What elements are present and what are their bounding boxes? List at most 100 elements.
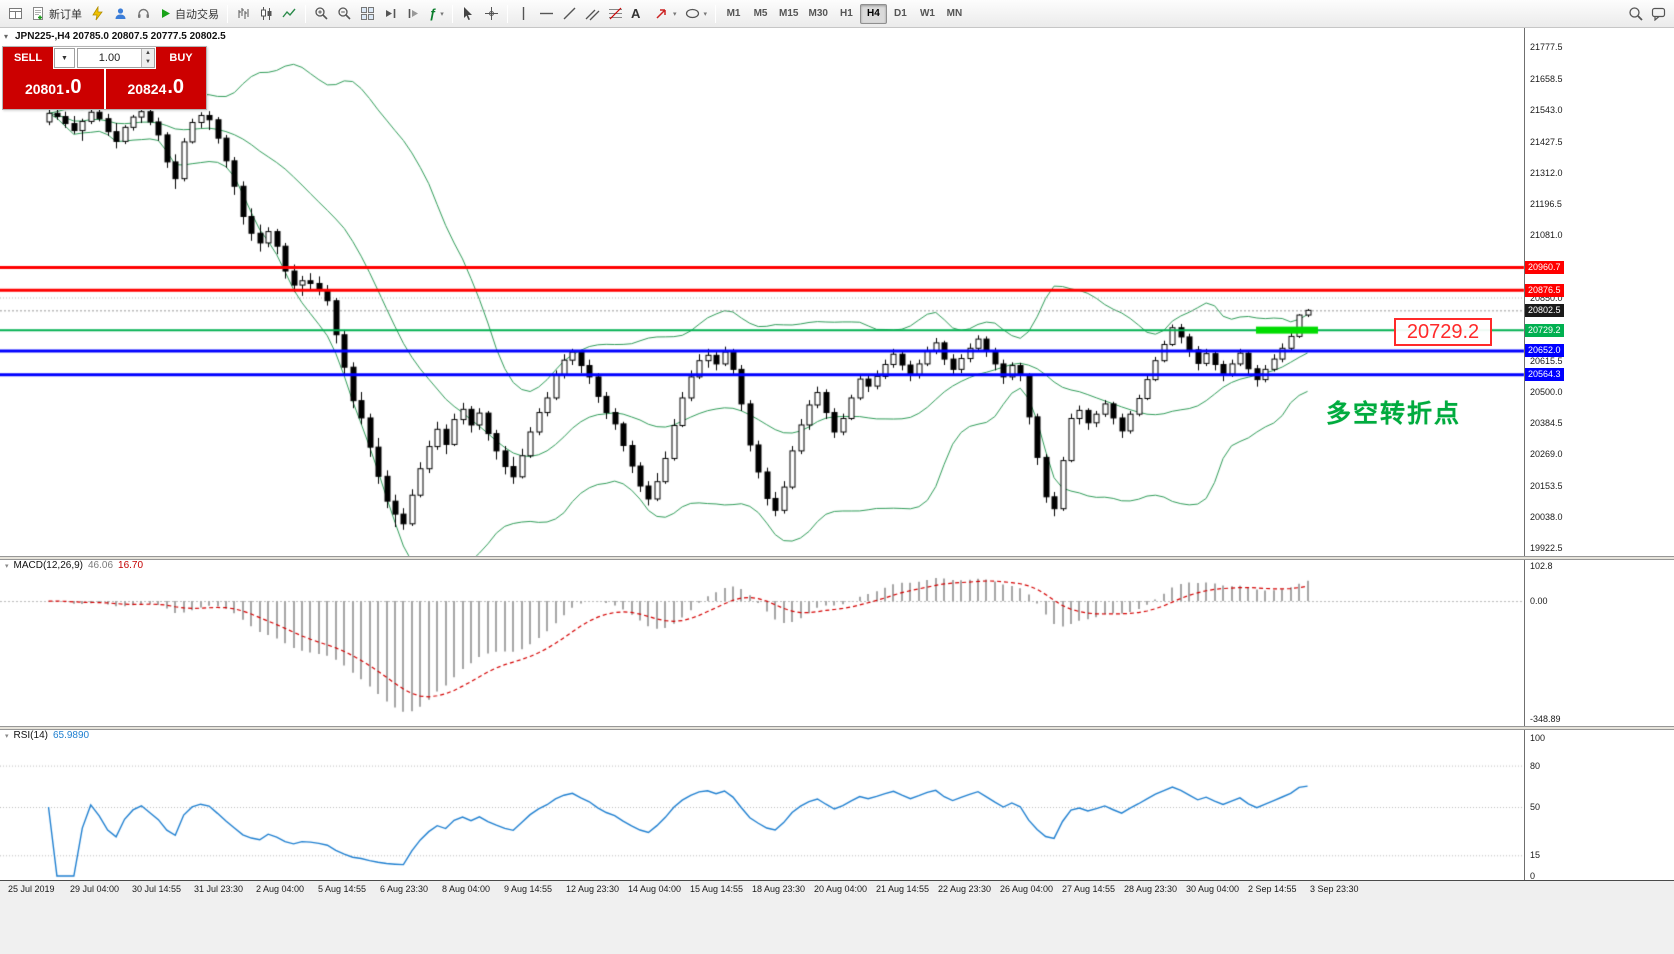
time-tick: 2 Sep 14:55 (1248, 884, 1297, 894)
price-tick: 20384.5 (1530, 418, 1563, 429)
chat-icon[interactable] (1647, 3, 1670, 25)
candlestick-chart-icon[interactable] (255, 3, 278, 25)
search-icon[interactable] (1624, 3, 1647, 25)
time-tick: 6 Aug 23:30 (380, 884, 429, 894)
toolbar-separator (715, 4, 717, 23)
volume-field[interactable]: 1.00 ▲ ▼ (77, 48, 155, 68)
chart-symbol-ohlc: JPN225-,H4 20785.0 20807.5 20777.5 20802… (15, 31, 226, 42)
trade-panel-prices: 20801.0 20824.0 (3, 69, 206, 109)
time-tick: 27 Aug 14:55 (1062, 884, 1116, 894)
timeframe-m1[interactable]: M1 (720, 4, 747, 24)
timeframe-group: M1 M5 M15 M30 H1 H4 D1 W1 MN (720, 3, 968, 24)
pane-splitter-macd[interactable] (0, 556, 1674, 560)
sell-price: 20801 (24, 81, 64, 97)
cursor-icon[interactable] (457, 3, 480, 25)
expert-advisors-icon[interactable] (86, 3, 109, 25)
price-tick: 21543.0 (1530, 105, 1563, 116)
timeframe-m30[interactable]: M30 (803, 4, 832, 24)
bar-chart-icon[interactable] (232, 3, 255, 25)
timeframe-d1[interactable]: D1 (887, 4, 914, 24)
buy-price: 20824 (127, 81, 167, 97)
crosshair-icon[interactable] (480, 3, 503, 25)
price-tick: 21658.5 (1530, 74, 1563, 85)
stepper-up-icon[interactable]: ▲ (142, 49, 154, 58)
order-type-dropdown[interactable]: ▼ (54, 48, 75, 68)
price-level-badge: 20729.2 (1525, 323, 1564, 337)
rsi-tick: 15 (1530, 850, 1541, 861)
volume-value: 1.00 (98, 52, 121, 64)
time-tick: 2 Aug 04:00 (256, 884, 305, 894)
shapes-tool-icon[interactable]: ▾ (681, 3, 712, 25)
auto-scroll-icon[interactable] (379, 3, 402, 25)
sell-price-decimal: .0 (64, 75, 82, 98)
price-level-callout[interactable]: 20729.2 (1394, 318, 1492, 346)
profile-icon[interactable] (109, 3, 132, 25)
timeframe-m5[interactable]: M5 (747, 4, 774, 24)
timeframe-m15[interactable]: M15 (774, 4, 803, 24)
current-price-badge: 20802.5 (1525, 303, 1564, 317)
time-tick: 8 Aug 04:00 (442, 884, 491, 894)
indicator-collapse-icon[interactable]: ▾ (5, 563, 9, 570)
market-icon[interactable] (132, 3, 155, 25)
horizontal-line-icon[interactable] (535, 3, 558, 25)
trendline-icon[interactable] (558, 3, 581, 25)
time-tick: 28 Aug 23:30 (1124, 884, 1178, 894)
autotrade-button[interactable]: 自动交易 (155, 3, 223, 25)
sell-button[interactable]: SELL (3, 47, 53, 69)
time-tick: 21 Aug 14:55 (876, 884, 930, 894)
zoom-out-icon[interactable] (333, 3, 356, 25)
macd-name: MACD(12,26,9) (13, 560, 83, 571)
sell-price-panel[interactable]: 20801.0 (3, 69, 104, 109)
macd-value-signal: 16.70 (118, 560, 144, 571)
time-tick: 26 Aug 04:00 (1000, 884, 1054, 894)
autotrade-label: 自动交易 (175, 8, 219, 21)
tile-windows-icon[interactable] (356, 3, 379, 25)
rsi-tick: 0 (1530, 871, 1536, 881)
buy-price-panel[interactable]: 20824.0 (103, 69, 206, 109)
text-tool-icon[interactable]: A (627, 3, 650, 25)
arrows-tool-icon[interactable]: ▾ (650, 3, 681, 25)
rsi-name: RSI(14) (13, 730, 48, 741)
line-chart-icon[interactable] (278, 3, 301, 25)
trade-panel-controls: SELL ▼ 1.00 ▲ ▼ BUY (3, 47, 206, 69)
toolbar-separator (507, 4, 508, 23)
toolbar: 新订单 自动交易 ƒ ▾ A ▾ ▾ M1 M5 M15 M30 H1 H4 D1 W1 MN (0, 0, 1674, 28)
new-order-label: 新订单 (49, 8, 82, 21)
price-level-badge: 20876.5 (1525, 283, 1564, 297)
price-tick: 21777.5 (1530, 42, 1563, 52)
rsi-value: 65.9890 (52, 730, 90, 741)
pane-splitter-rsi[interactable] (0, 726, 1674, 730)
time-tick: 30 Aug 04:00 (1186, 884, 1240, 894)
price-tick: 20153.5 (1530, 480, 1563, 491)
new-order-button[interactable]: 新订单 (27, 3, 86, 25)
indicator-collapse-icon[interactable]: ▾ (5, 733, 9, 740)
time-tick: 12 Aug 23:30 (566, 884, 620, 894)
buy-button[interactable]: BUY (156, 47, 206, 69)
channel-icon[interactable] (581, 3, 604, 25)
one-click-collapse-arrow[interactable]: ▾ (4, 32, 9, 41)
price-tick: 21081.0 (1530, 230, 1563, 241)
turning-point-annotation[interactable]: 多空转折点 (1326, 400, 1462, 428)
macd-tick: 102.8 (1530, 561, 1553, 571)
price-tick: 20615.5 (1530, 355, 1563, 366)
timeframe-h1[interactable]: H1 (833, 4, 860, 24)
timeframe-mn[interactable]: MN (941, 4, 968, 24)
vertical-line-icon[interactable] (512, 3, 535, 25)
indicators-icon[interactable]: ƒ ▾ (425, 3, 448, 25)
price-level-badge: 20960.7 (1525, 261, 1564, 275)
stepper-down-icon[interactable]: ▼ (142, 58, 154, 67)
price-tick: 19922.5 (1530, 543, 1563, 553)
chart-shift-icon[interactable] (402, 3, 425, 25)
price-tick: 20500.0 (1530, 387, 1563, 398)
timeframe-w1[interactable]: W1 (914, 4, 941, 24)
volume-stepper[interactable]: ▲ ▼ (141, 49, 154, 67)
buy-price-decimal: .0 (167, 75, 185, 98)
price-level-badge: 20564.3 (1525, 368, 1564, 382)
timeframe-h4[interactable]: H4 (859, 3, 887, 24)
charts-window-icon[interactable] (4, 3, 27, 25)
zoom-in-icon[interactable] (310, 3, 333, 25)
one-click-trade-panel: SELL ▼ 1.00 ▲ ▼ BUY 20801.0 20824.0 (2, 46, 207, 110)
fibonacci-icon[interactable] (604, 3, 627, 25)
rsi-tick: 80 (1530, 760, 1541, 771)
